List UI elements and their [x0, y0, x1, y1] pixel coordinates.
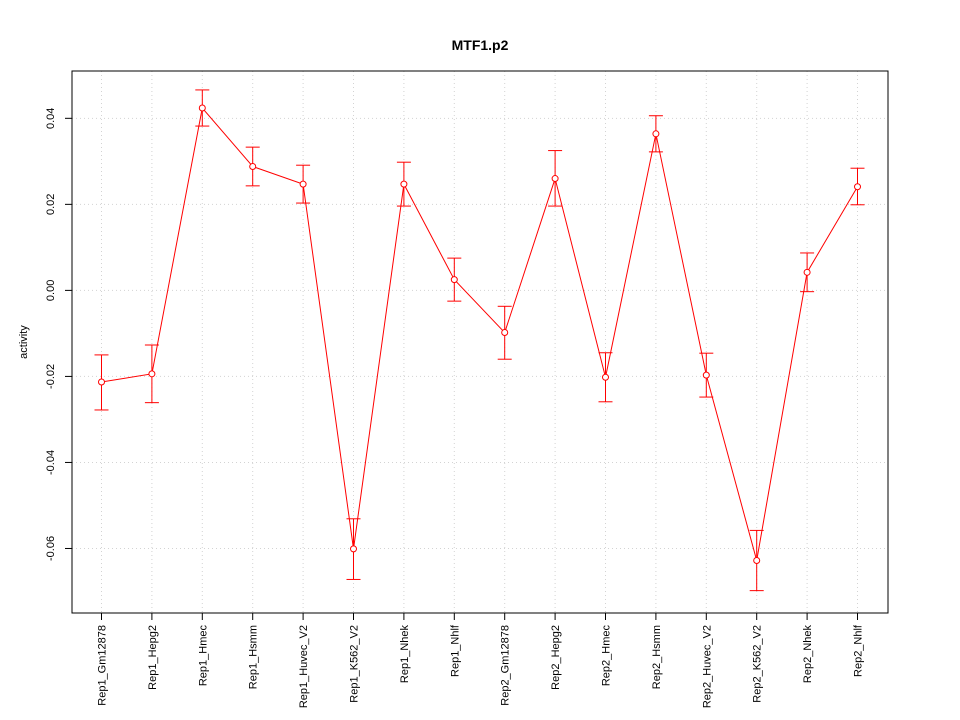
x-tick-label: Rep1_Nhek	[399, 625, 411, 684]
x-tick-label: Rep2_K562_V2	[752, 625, 764, 703]
data-point	[98, 378, 105, 386]
x-tick-label: Rep2_Hepg2	[550, 625, 562, 690]
x-tick-label: Rep2_Hmec	[601, 625, 613, 687]
y-tick-label: -0.02	[45, 364, 57, 389]
data-point	[803, 268, 811, 276]
data-layer	[94, 89, 865, 592]
x-tick-label: Rep2_Hsmm	[651, 625, 663, 689]
chart-title: MTF1.p2	[452, 37, 509, 53]
x-tick-label: Rep1_Gm12878	[97, 625, 109, 706]
x-tick-label: Rep1_Nhlf	[449, 624, 461, 677]
data-point	[753, 557, 761, 565]
data-point	[602, 373, 609, 381]
data-point	[702, 371, 710, 379]
data-point	[148, 370, 156, 378]
y-tick-label: 0.02	[45, 194, 57, 215]
data-point	[450, 276, 458, 284]
data-point	[299, 180, 307, 188]
x-tick-label: Rep2_Gm12878	[500, 625, 512, 706]
data-point	[400, 180, 408, 188]
plot-frame	[71, 70, 889, 614]
x-tick-label: Rep2_Nhlf	[853, 624, 865, 677]
axes: -0.06 -0.04 -0.02 0.00 0.02 0.04 Rep1_Gm12878 R…	[45, 108, 865, 709]
data-point	[652, 130, 660, 138]
x-tick-label: Rep2_Nhek	[802, 625, 814, 684]
y-axis-label: activity	[18, 325, 30, 359]
data-point	[198, 104, 206, 112]
grid	[72, 71, 888, 613]
x-tick-label: Rep1_Hepg2	[147, 625, 159, 690]
x-tick-label: Rep1_Huvec_V2	[298, 625, 310, 708]
y-tick-label: -0.06	[45, 536, 57, 561]
x-tick-label: Rep2_Huvec_V2	[701, 625, 713, 708]
x-tick-label: Rep1_Hsmm	[248, 625, 260, 689]
series-line	[101, 106, 858, 561]
y-tick-label: 0.00	[45, 280, 57, 301]
data-point	[854, 183, 861, 191]
y-tick-label: 0.04	[45, 108, 57, 129]
data-point	[350, 545, 357, 553]
data-point	[249, 162, 257, 170]
data-point	[551, 175, 559, 183]
data-point	[501, 329, 509, 337]
y-tick-label: -0.04	[45, 450, 57, 475]
x-tick-label: Rep1_Hmec	[197, 625, 209, 687]
x-tick-label: Rep1_K562_V2	[349, 625, 361, 703]
